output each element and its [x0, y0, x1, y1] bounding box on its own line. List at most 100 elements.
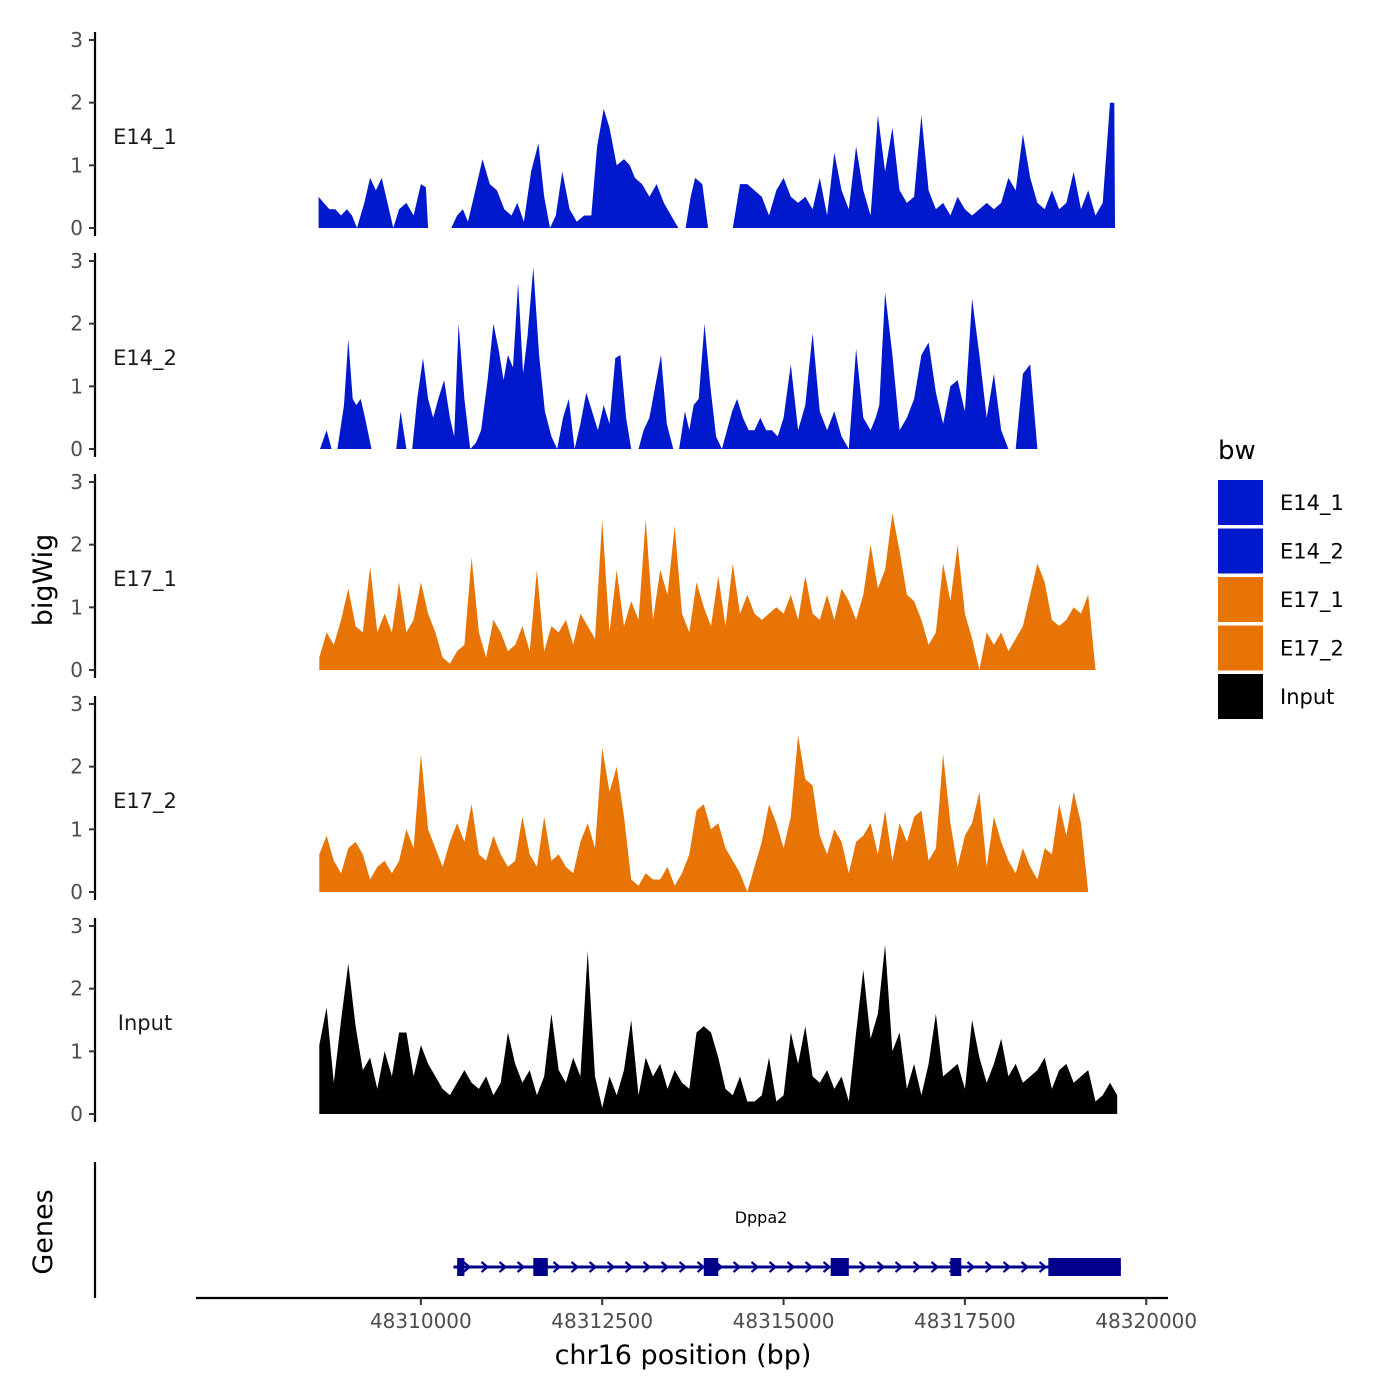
strand-arrow	[822, 1261, 832, 1273]
gene-panel: 48310000 48312500 48315000 48317500 48320000…	[93, 1162, 1197, 1333]
track-label: Input	[118, 1011, 172, 1035]
legend: bw E14_1 E14_2 E17_1 E17_2 Input	[1218, 436, 1344, 719]
y-tick-label: 2	[70, 533, 83, 557]
gene-exon	[1048, 1258, 1121, 1276]
legend-label: E14_2	[1280, 540, 1344, 565]
strand-arrow	[876, 1261, 886, 1273]
signal-area	[318, 102, 1116, 228]
y-tick-label: 0	[70, 216, 83, 240]
signal-area	[320, 267, 1118, 449]
gene-exon	[533, 1258, 548, 1276]
legend-title: bw	[1218, 436, 1256, 466]
track-e14-1: 0 1 2 3 E14_1	[70, 28, 1116, 240]
legend-item-input: Input	[1218, 674, 1334, 719]
legend-item-e14-2: E14_2	[1218, 528, 1344, 574]
gene-exon	[830, 1258, 849, 1276]
strand-arrow	[516, 1261, 526, 1273]
legend-item-e17-1: E17_1	[1218, 577, 1344, 622]
strand-arrow	[678, 1261, 688, 1273]
strand-arrow	[930, 1261, 940, 1273]
y-tick-label: 2	[70, 312, 83, 336]
strand-arrow	[732, 1261, 742, 1273]
signal-area	[319, 944, 1118, 1114]
strand-arrow	[588, 1261, 598, 1273]
y-tick-label: 3	[70, 249, 83, 273]
strand-arrow	[624, 1261, 634, 1273]
legend-label: E17_1	[1280, 588, 1344, 613]
gene-exon	[950, 1258, 962, 1276]
legend-swatch	[1218, 480, 1263, 525]
y-tick-label: 0	[70, 880, 83, 904]
strand-arrow	[696, 1261, 706, 1273]
gene-label: Dppa2	[735, 1208, 788, 1227]
legend-item-e17-2: E17_2	[1218, 625, 1344, 671]
strand-arrow	[912, 1261, 922, 1273]
x-axis-title: chr16 position (bp)	[555, 1340, 812, 1371]
y-tick-label: 0	[70, 437, 83, 461]
legend-label: E17_2	[1280, 637, 1344, 662]
strand-arrow	[984, 1261, 994, 1273]
strand-arrow	[1002, 1261, 1012, 1273]
y-tick-label: 1	[70, 374, 83, 398]
track-e17-1: 0 1 2 3 E17_1	[70, 470, 1118, 682]
y-tick-label: 1	[70, 1039, 83, 1063]
bigwig-tracks: 0 1 2 3 E14_1 0 1 2 3 E14_2 0 1 2 3 E17_1 0 1 2 3 E17_2 0 1 2 3…	[70, 28, 1118, 1126]
strand-arrow	[966, 1261, 976, 1273]
y-tick-label: 3	[70, 692, 83, 716]
y-tick-label: 2	[70, 977, 83, 1001]
track-label: E14_1	[113, 125, 177, 150]
x-tick-label: 48312500	[551, 1309, 653, 1333]
strand-arrow	[480, 1261, 490, 1273]
strand-arrow	[1020, 1261, 1030, 1273]
signal-area	[319, 735, 1118, 892]
y-tick-label: 0	[70, 658, 83, 682]
legend-label: E14_1	[1280, 491, 1344, 516]
legend-swatch	[1218, 625, 1263, 671]
x-tick-label: 48320000	[1095, 1309, 1197, 1333]
strand-arrow	[606, 1261, 616, 1273]
y-tick-label: 0	[70, 1102, 83, 1126]
y-tick-label: 1	[70, 595, 83, 619]
strand-arrow	[804, 1261, 814, 1273]
strand-arrow	[462, 1261, 472, 1273]
y-tick-label: 3	[70, 28, 83, 52]
y-tick-label: 3	[70, 470, 83, 494]
gene-exon	[457, 1258, 465, 1276]
y-tick-label: 3	[70, 914, 83, 938]
y-tick-label: 2	[70, 91, 83, 115]
legend-swatch	[1218, 528, 1263, 574]
strand-arrow	[498, 1261, 508, 1273]
strand-arrow	[552, 1261, 562, 1273]
strand-arrow	[750, 1261, 760, 1273]
gene-exon	[703, 1258, 719, 1276]
strand-arrow	[570, 1261, 580, 1273]
signal-area	[319, 513, 1118, 670]
strand-arrow	[768, 1261, 778, 1273]
y-axis-title: bigWig	[28, 534, 59, 627]
legend-swatch	[1218, 674, 1263, 719]
x-tick-label: 48315000	[733, 1309, 835, 1333]
x-tick-label: 48310000	[370, 1309, 472, 1333]
track-e14-2: 0 1 2 3 E14_2	[70, 249, 1118, 461]
legend-label: Input	[1280, 685, 1334, 709]
strand-arrow	[1038, 1261, 1048, 1273]
legend-item-e14-1: E14_1	[1218, 480, 1344, 525]
y-tick-label: 1	[70, 817, 83, 841]
track-label: E14_2	[113, 346, 177, 371]
genes-axis-title: Genes	[28, 1189, 59, 1274]
track-input: 0 1 2 3 Input	[70, 914, 1118, 1126]
strand-arrow	[894, 1261, 904, 1273]
x-tick-label: 48317500	[914, 1309, 1016, 1333]
track-label: E17_2	[113, 789, 177, 814]
strand-arrow	[858, 1261, 868, 1273]
legend-swatch	[1218, 577, 1263, 622]
gene-dppa2: Dppa2	[453, 1208, 1121, 1276]
strand-arrow	[660, 1261, 670, 1273]
track-label: E17_1	[113, 567, 177, 592]
strand-arrow	[642, 1261, 652, 1273]
track-e17-2: 0 1 2 3 E17_2	[70, 692, 1118, 904]
y-tick-label: 2	[70, 755, 83, 779]
strand-arrow	[786, 1261, 796, 1273]
y-tick-label: 1	[70, 153, 83, 177]
